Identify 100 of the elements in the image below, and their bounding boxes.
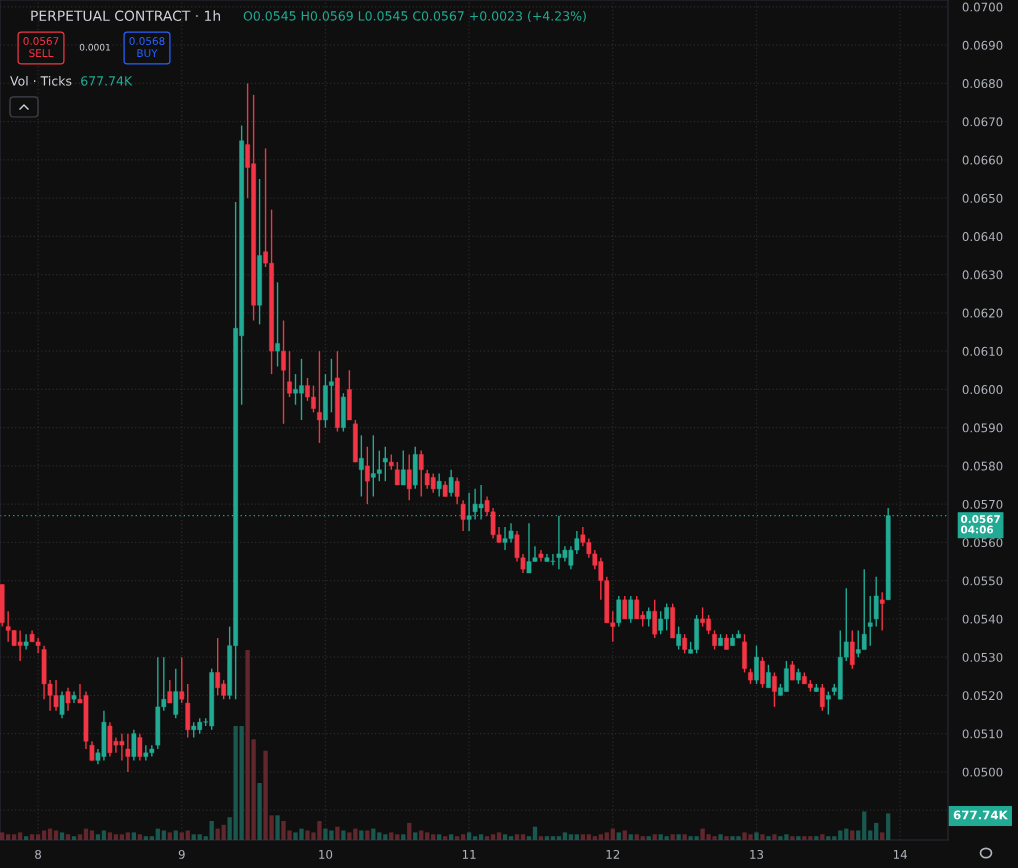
bar (478, 834, 484, 840)
annotation: 0.0001 (79, 43, 110, 51)
bar (203, 836, 208, 840)
bar (449, 834, 454, 840)
bar (35, 834, 41, 840)
bar (676, 834, 681, 840)
bar (11, 834, 17, 840)
bar (502, 834, 508, 840)
candlestick (394, 461, 400, 486)
bar (191, 834, 196, 840)
annotation: 0.0567 SELL (23, 37, 59, 58)
bar (538, 836, 544, 840)
x-tick-label: 13 (750, 849, 764, 859)
y-tick-label: 0.0540 (962, 614, 1003, 624)
candlestick (59, 690, 65, 720)
bar (496, 832, 502, 840)
candlestick (358, 434, 364, 498)
candlestick (137, 732, 143, 762)
bar (155, 828, 160, 840)
bar (796, 836, 801, 840)
candlestick (652, 599, 658, 639)
bar (562, 832, 568, 840)
bar (454, 836, 460, 840)
candlestick (406, 453, 412, 502)
bar (413, 832, 418, 840)
candlestick (819, 683, 825, 712)
bar (508, 836, 514, 840)
bar (407, 822, 412, 840)
x-tick-label: 9 (178, 849, 185, 859)
candlestick (867, 595, 873, 647)
candlestick (849, 629, 855, 670)
bar (257, 783, 262, 840)
bar (652, 834, 657, 840)
candlestick (275, 281, 280, 368)
candlestick (760, 656, 765, 689)
bar (880, 832, 885, 840)
bar (466, 832, 472, 840)
x-tick-label: 12 (606, 849, 620, 859)
y-tick-label: 0.0530 (962, 652, 1003, 662)
candlestick (65, 687, 71, 712)
bar (365, 830, 370, 840)
bar (395, 834, 400, 840)
bar (820, 834, 825, 840)
bar (580, 834, 586, 840)
y-tick-label: 0.0630 (962, 270, 1003, 280)
y-tick-label: 0.0650 (962, 193, 1003, 203)
bar (437, 834, 442, 840)
bar (389, 832, 394, 840)
bar (167, 832, 172, 840)
bar (598, 834, 603, 840)
x-tick-label: 14 (893, 850, 907, 859)
bar (17, 832, 23, 840)
bar (586, 834, 591, 840)
bar (568, 834, 574, 840)
bar (814, 836, 819, 840)
y-tick-label: 0.0510 (962, 729, 1003, 739)
bar (646, 836, 651, 840)
bar (209, 821, 214, 840)
bar (371, 828, 376, 840)
ref-line-label: 0.0567 04:06 (961, 515, 1000, 534)
candlestick (418, 449, 424, 498)
bar (604, 832, 609, 840)
bar (724, 836, 729, 840)
y-tick-label: 0.0590 (962, 423, 1003, 433)
candlestick (646, 606, 652, 628)
candlestick (173, 667, 179, 720)
bar (826, 836, 831, 840)
candlestick (616, 595, 622, 628)
bar (383, 834, 388, 840)
bar (65, 834, 71, 840)
bar (760, 834, 765, 840)
bar (844, 828, 849, 840)
bar (0, 832, 5, 840)
candlestick (825, 690, 831, 716)
bar (790, 836, 795, 840)
bar (95, 834, 101, 840)
bar (514, 834, 520, 840)
y-tick-label: 0.0570 (962, 499, 1003, 509)
bar (359, 830, 364, 840)
bar (640, 836, 645, 840)
annotation: 0.0568 BUY (129, 37, 165, 58)
y-tick-label: 0.0640 (962, 232, 1003, 242)
bar (574, 834, 580, 840)
bar (556, 836, 562, 840)
y-tick-label: 0.0670 (962, 117, 1003, 127)
y-tick-label: 0.0500 (962, 767, 1003, 777)
x-tick-label: 11 (462, 850, 476, 859)
bar (634, 834, 639, 840)
bar (143, 836, 148, 840)
candlestick (382, 446, 388, 482)
bar (670, 834, 675, 840)
bar (149, 836, 154, 840)
y-tick-label: 0.0680 (962, 79, 1003, 89)
candlestick (179, 656, 185, 704)
candlestick (712, 629, 717, 651)
candlestick (281, 319, 286, 425)
candlestick (772, 671, 777, 708)
candlestick (682, 633, 687, 655)
bar (275, 815, 280, 840)
candlestick (873, 576, 879, 628)
